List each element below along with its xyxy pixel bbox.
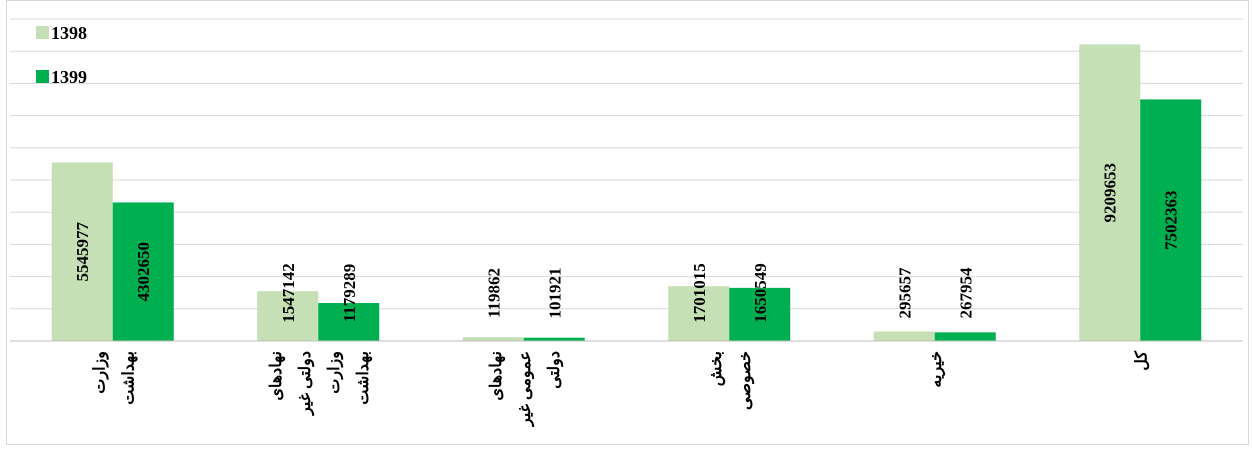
category-label: دولتی غیر [297,351,315,416]
legend-label-1399: 1399 [51,67,87,87]
legend-swatch-1398 [36,26,49,39]
category-label: بهداشت [355,351,373,405]
category-label: بخش [708,351,726,386]
data-label: 7502363 [1162,190,1181,250]
category-label: کل [1133,351,1150,371]
data-label: 295657 [895,267,914,319]
data-label: 1701015 [690,263,709,323]
data-label: 4302650 [134,242,153,302]
legend-label-1398: 1398 [51,23,87,43]
category-label: خصوصی [737,351,755,410]
category-label: نهادهای [488,351,506,401]
bar-1398-0 [51,162,113,341]
bar-1399-3 [729,287,791,341]
category-labels: وزارت بهداشت نهادهای دولتی غیر وزارت بهداشت نه… [91,351,1150,427]
bar-1399-4 [934,332,996,341]
data-label: 119862 [484,268,503,318]
bar-1398-3 [668,286,730,341]
data-label: 1650549 [751,263,770,323]
gridlines [10,18,1243,310]
data-labels: 5545977 4302650 1547142 1179289 119862 101921… [73,163,1181,323]
bar-1399-2 [523,337,585,341]
bar-1398-4 [873,331,935,341]
bars [51,44,1202,342]
data-label: 267954 [956,267,975,319]
bar-1398-1 [257,291,319,341]
bar-1398-2 [462,337,524,341]
category-label: خیریه [928,351,946,388]
legend: 1398 1399 [36,23,87,87]
data-label: 1179289 [340,264,359,323]
category-label: وزارت [326,351,344,394]
category-label: عمومی غیر [517,351,535,427]
legend-swatch-1399 [36,70,49,83]
category-label: دولتی [546,351,564,389]
bar-1399-0 [112,202,174,341]
bar-1399-1 [318,303,380,341]
category-label: وزارت [91,351,109,394]
category-label: بهداشت [120,351,138,405]
bar-1398-5 [1079,44,1141,342]
category-label: نهادهای [268,351,286,401]
data-label: 1547142 [279,263,298,323]
chart-frame [6,0,1249,445]
data-label: 9209653 [1101,163,1120,223]
bar-1399-5 [1140,99,1202,341]
data-label: 5545977 [73,221,92,281]
data-label: 101921 [545,268,564,319]
